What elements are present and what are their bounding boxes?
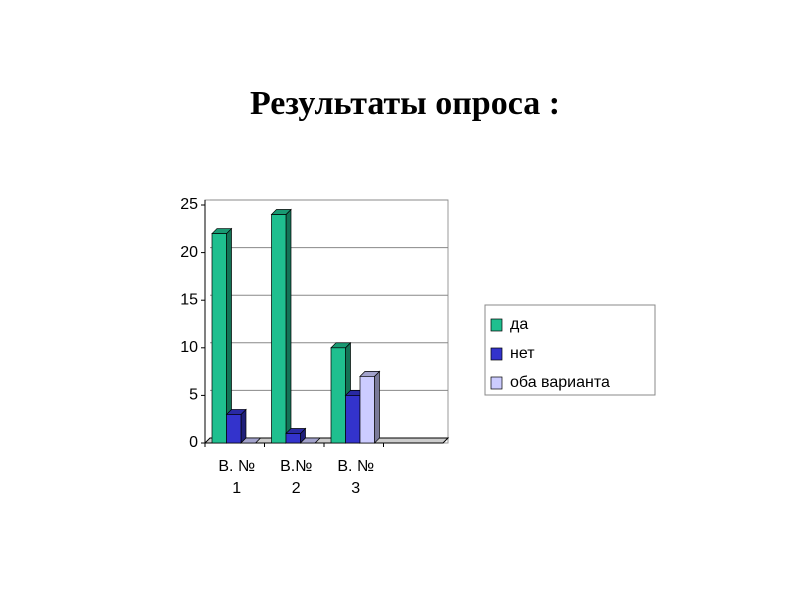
legend-box — [484, 304, 656, 396]
legend-label: да — [510, 316, 528, 333]
legend-label: оба варианта — [510, 374, 610, 391]
y-tick-label: 15 — [180, 291, 198, 308]
bar — [330, 347, 346, 444]
bar — [211, 233, 227, 444]
legend-label: нет — [510, 345, 535, 362]
legend-swatch — [490, 347, 503, 361]
y-tick-label: 20 — [180, 244, 198, 261]
bar — [359, 376, 375, 444]
bar — [271, 214, 287, 444]
y-tick-label: 10 — [180, 339, 198, 356]
y-tick-label: 5 — [189, 387, 198, 404]
bar — [285, 433, 301, 444]
bar-top — [240, 437, 262, 444]
bar-side — [240, 408, 247, 444]
y-tick-label: 0 — [189, 434, 198, 451]
chart-title: Результаты опроса : — [250, 85, 560, 122]
bar — [345, 395, 361, 444]
legend-swatch — [490, 376, 503, 390]
bar-top — [299, 437, 321, 444]
x-tick-label: В. № 1 — [218, 458, 256, 497]
bar — [226, 414, 242, 444]
legend-swatch — [490, 318, 503, 332]
bar-side — [285, 208, 292, 444]
x-tick-label: В.№ 2 — [280, 458, 313, 497]
bar-side — [374, 370, 380, 444]
y-tick-label: 25 — [180, 196, 198, 213]
plot-area — [204, 199, 449, 444]
x-tick-label: В. № 3 — [337, 458, 375, 497]
